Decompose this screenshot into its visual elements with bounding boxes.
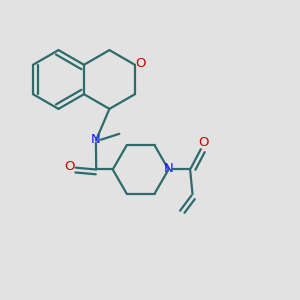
Text: O: O <box>135 57 146 70</box>
Text: O: O <box>64 160 75 173</box>
Text: N: N <box>164 162 173 175</box>
Text: O: O <box>198 136 208 149</box>
Text: N: N <box>91 133 101 146</box>
